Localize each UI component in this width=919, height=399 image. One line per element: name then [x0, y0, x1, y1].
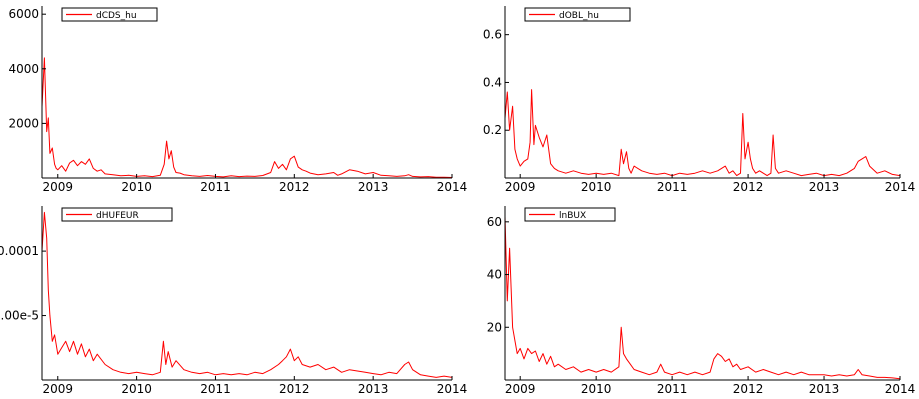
x-tick-label: 2011	[657, 180, 688, 194]
y-tick-label: 6000	[8, 7, 39, 21]
x-tick-label: 2014	[885, 180, 916, 194]
x-tick-label: 2013	[358, 382, 389, 396]
y-tick-label: 60	[487, 215, 502, 229]
x-tick-label: 2011	[200, 180, 231, 194]
series-line	[42, 57, 452, 178]
x-tick-label: 2012	[733, 180, 764, 194]
legend-label: dCDS_hu	[96, 11, 137, 21]
x-tick-label: 2009	[42, 382, 73, 396]
x-tick-label: 2010	[581, 180, 612, 194]
x-tick-label: 2009	[42, 180, 73, 194]
x-tick-label: 2012	[279, 180, 310, 194]
x-tick-label: 2013	[809, 382, 840, 396]
legend-box	[524, 207, 616, 222]
y-tick-label: 5.00e-5	[0, 309, 39, 323]
y-tick-label: 0.4	[483, 75, 502, 89]
x-tick-label: 2009	[505, 382, 536, 396]
y-tick-label: 0.2	[483, 123, 502, 137]
series-line	[505, 89, 900, 177]
legend-box	[61, 7, 158, 22]
x-tick-label: 2014	[437, 382, 468, 396]
x-tick-label: 2010	[121, 180, 152, 194]
legend-label: dHUFEUR	[96, 211, 139, 221]
series-line	[505, 216, 900, 380]
chart-panel-lnbux: 2009 2010 2011 2012 2013 2014 20 40 60 lnBUX	[487, 206, 916, 396]
legend-box	[61, 207, 173, 222]
x-tick-label: 2012	[733, 382, 764, 396]
x-tick-label: 2013	[809, 180, 840, 194]
x-tick-label: 2013	[358, 180, 389, 194]
x-tick-label: 2014	[885, 382, 916, 396]
x-tick-label: 2010	[121, 382, 152, 396]
chart-panel-dcds: 2009 2010 2011 2012 2013 2014 2000 4000 6000 dCDS…	[8, 6, 467, 194]
y-tick-label: 2000	[8, 116, 39, 130]
y-tick-label: 0.0001	[0, 244, 39, 258]
y-tick-label: 4000	[8, 62, 39, 76]
x-tick-label: 2011	[657, 382, 688, 396]
y-tick-label: 40	[487, 268, 502, 282]
y-tick-label: 0.6	[483, 28, 502, 42]
legend-label: dOBL_hu	[559, 11, 599, 21]
x-tick-label: 2011	[200, 382, 231, 396]
x-tick-label: 2012	[279, 382, 310, 396]
legend-box	[524, 7, 631, 22]
x-tick-label: 2014	[437, 180, 468, 194]
y-tick-label: 20	[487, 320, 502, 334]
chart-panel-dhufeur: 2009 2010 2011 2012 2013 2014 5.00e-5 0.0001 dHU…	[0, 206, 467, 396]
chart-panel-dobl: 2009 2010 2011 2012 2013 2014 0.2 0.4 0.6 dOBL_hu	[483, 6, 915, 194]
x-tick-label: 2009	[505, 180, 536, 194]
x-tick-label: 2010	[581, 382, 612, 396]
series-line	[42, 211, 452, 378]
legend-label: lnBUX	[559, 211, 586, 221]
